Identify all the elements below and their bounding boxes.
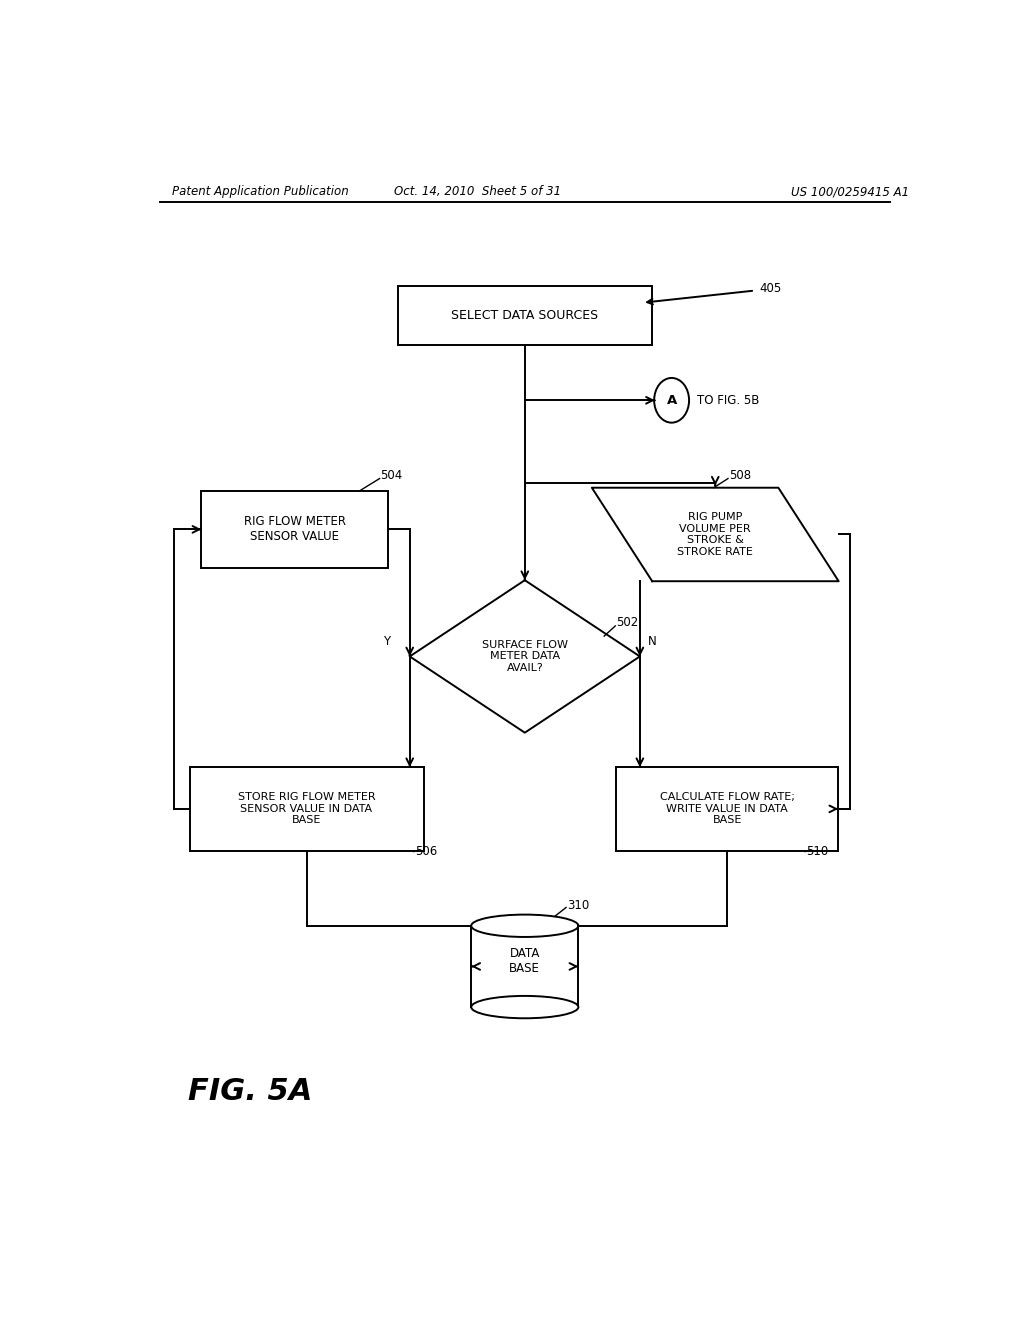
Text: RIG PUMP
VOLUME PER
STROKE &
STROKE RATE: RIG PUMP VOLUME PER STROKE & STROKE RATE xyxy=(677,512,754,557)
Text: 510: 510 xyxy=(807,845,828,858)
FancyBboxPatch shape xyxy=(202,491,388,568)
Text: A: A xyxy=(667,393,677,407)
Text: 502: 502 xyxy=(616,616,638,630)
Circle shape xyxy=(654,378,689,422)
Text: TO FIG. 5B: TO FIG. 5B xyxy=(697,393,760,407)
Text: FIG. 5A: FIG. 5A xyxy=(187,1077,312,1106)
Text: SURFACE FLOW
METER DATA
AVAIL?: SURFACE FLOW METER DATA AVAIL? xyxy=(482,640,567,673)
Text: Oct. 14, 2010  Sheet 5 of 31: Oct. 14, 2010 Sheet 5 of 31 xyxy=(393,185,561,198)
Polygon shape xyxy=(410,581,640,733)
FancyBboxPatch shape xyxy=(189,767,424,850)
Polygon shape xyxy=(592,487,839,581)
Text: Y: Y xyxy=(383,635,390,648)
Text: N: N xyxy=(648,635,656,648)
FancyBboxPatch shape xyxy=(397,286,651,346)
Ellipse shape xyxy=(471,915,579,937)
Ellipse shape xyxy=(471,995,579,1018)
Text: 506: 506 xyxy=(416,845,437,858)
Text: 310: 310 xyxy=(567,899,589,912)
Text: DATA
BASE: DATA BASE xyxy=(509,948,541,975)
Text: CALCULATE FLOW RATE;
WRITE VALUE IN DATA
BASE: CALCULATE FLOW RATE; WRITE VALUE IN DATA… xyxy=(659,792,795,825)
Text: RIG FLOW METER
SENSOR VALUE: RIG FLOW METER SENSOR VALUE xyxy=(244,515,346,544)
Text: STORE RIG FLOW METER
SENSOR VALUE IN DATA
BASE: STORE RIG FLOW METER SENSOR VALUE IN DAT… xyxy=(238,792,376,825)
FancyBboxPatch shape xyxy=(616,767,839,850)
Text: 405: 405 xyxy=(759,282,781,294)
Text: Patent Application Publication: Patent Application Publication xyxy=(172,185,348,198)
Text: 504: 504 xyxy=(380,469,402,482)
Text: SELECT DATA SOURCES: SELECT DATA SOURCES xyxy=(452,309,598,322)
Text: 508: 508 xyxy=(729,469,752,482)
Text: US 100/0259415 A1: US 100/0259415 A1 xyxy=(792,185,909,198)
